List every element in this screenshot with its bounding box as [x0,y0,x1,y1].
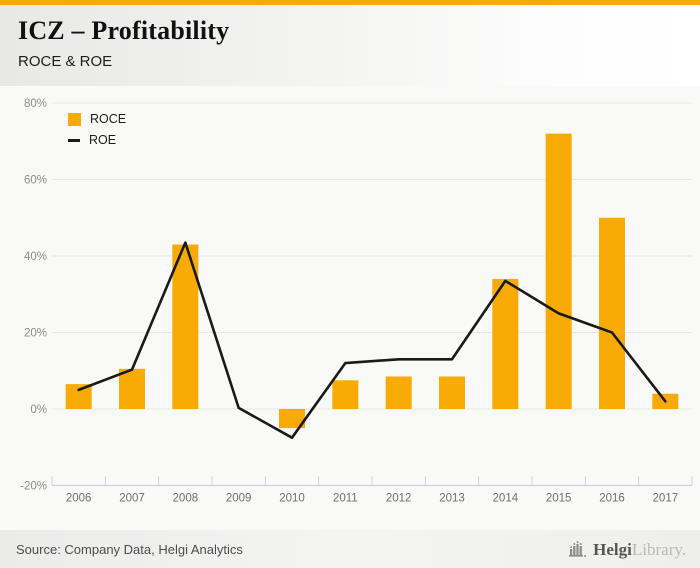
bar-2015 [545,133,572,409]
bar-2016 [599,217,625,409]
logo-text-library: Library. [631,540,686,559]
y-tick-label: 0% [30,404,47,416]
x-tick-label-2010: 2010 [279,493,305,505]
legend-label-roce: ROCE [90,112,127,126]
page-subtitle: ROCE & ROE [18,52,113,70]
legend-item-roce: ROCE [68,112,126,126]
footer: Source: Company Data, Helgi Analytics He… [0,530,700,568]
x-tick-label-2013: 2013 [439,493,465,505]
x-tick-label-2012: 2012 [386,493,412,505]
header: ICZ – Profitability ROCE & ROE [0,5,700,86]
y-tick-label: -20% [20,481,47,493]
x-tick-label-2007: 2007 [119,493,145,505]
y-tick-label: 20% [24,328,47,340]
x-tick-label-2017: 2017 [653,493,679,505]
helgi-logo-icon [569,541,587,557]
roe-line-swatch [68,138,80,142]
bar-2007 [119,368,145,409]
chart-area: 80% 60% 40% 20% 0% -20% 2006 2007 2008 2009 2010 20… [0,86,700,530]
x-tick-label-2016: 2016 [599,493,625,505]
x-tick-label-2009: 2009 [226,493,252,505]
legend-item-roe: ROE [68,133,126,147]
bar-2013 [439,376,465,409]
x-tick-label-2006: 2006 [66,493,92,505]
logo-text: HelgiLibrary. [593,541,686,558]
logo-text-helgi: Helgi [593,540,632,559]
source-text: Source: Company Data, Helgi Analytics [16,541,243,557]
roce-bar-swatch [68,112,81,126]
roe-line [77,241,667,439]
bar-2010 [279,409,305,429]
x-tick-label-2011: 2011 [333,493,358,505]
chart-legend: ROCE ROE [68,112,126,147]
y-tick-label: 40% [24,251,47,263]
x-tick-label-2008: 2008 [173,493,199,505]
y-tick-label: 60% [24,175,47,187]
bar-2012 [385,376,412,409]
x-tick-label-2014: 2014 [493,493,519,505]
bar-2006 [65,384,92,409]
x-tick-label-2015: 2015 [546,493,572,505]
bar-2011 [332,380,359,409]
helgi-library-logo: HelgiLibrary. [567,540,686,558]
legend-label-roe: ROE [89,133,117,147]
page-title: ICZ – Profitability [18,16,230,45]
y-tick-label: 80% [24,98,47,110]
accent-bar [0,0,700,5]
chart-canvas: 80% 60% 40% 20% 0% -20% 2006 2007 2008 2009 2010 20… [20,98,693,505]
bar-2014 [492,278,519,409]
